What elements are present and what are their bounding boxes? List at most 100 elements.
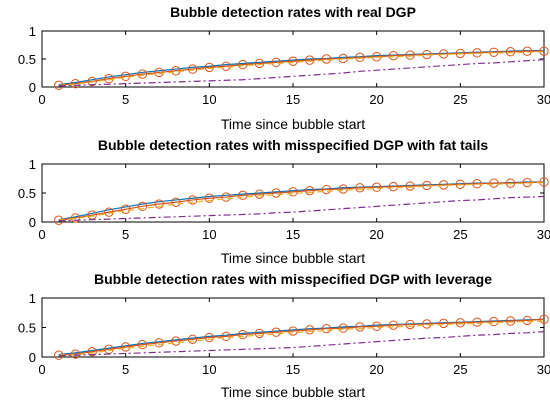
x-tick-label: 15	[286, 227, 300, 242]
data-point	[505, 47, 516, 57]
data-point	[187, 64, 198, 74]
y-tick-label: 1	[29, 157, 36, 172]
chart-title: Bubble detection rates with misspecified…	[98, 137, 488, 153]
data-point	[204, 193, 215, 203]
data-point	[405, 181, 415, 191]
data-point	[204, 62, 215, 73]
data-point	[438, 318, 449, 329]
data-point	[221, 61, 231, 71]
data-point	[539, 177, 549, 187]
data-point	[321, 54, 332, 64]
x-tick-label: 25	[453, 92, 467, 107]
x-axis-label: Time since bubble start	[221, 250, 365, 266]
data-point	[489, 178, 499, 188]
x-tick-label: 30	[537, 227, 550, 242]
x-tick-label: 5	[122, 227, 129, 242]
data-point	[120, 342, 131, 352]
y-tick-label: 0.5	[18, 186, 36, 201]
series-line-4	[58, 58, 545, 87]
data-point	[221, 192, 231, 202]
data-point	[154, 199, 164, 209]
x-tick-label: 25	[453, 362, 467, 377]
data-point	[171, 66, 181, 76]
data-point	[254, 328, 265, 339]
data-point	[171, 336, 181, 346]
data-point	[522, 46, 532, 56]
data-point	[505, 178, 516, 188]
data-point	[137, 201, 148, 212]
x-tick-label: 20	[369, 92, 383, 107]
y-tick-label: 0	[29, 80, 36, 95]
data-point	[171, 197, 181, 207]
data-point	[238, 329, 248, 340]
data-point	[388, 320, 399, 330]
series-line-3	[58, 181, 545, 221]
data-point	[271, 327, 281, 337]
data-point	[221, 331, 231, 342]
data-point	[154, 67, 164, 78]
data-point	[87, 76, 97, 87]
data-point	[489, 316, 499, 327]
chart-panel-2: Bubble detection rates with misspecified…	[18, 137, 550, 266]
x-tick-label: 30	[537, 362, 550, 377]
x-tick-label: 5	[122, 362, 129, 377]
x-tick-label: 15	[286, 92, 300, 107]
x-tick-label: 10	[202, 92, 216, 107]
data-point	[455, 318, 466, 328]
data-point	[305, 325, 315, 335]
data-point	[522, 315, 532, 326]
data-point	[187, 334, 198, 344]
data-point	[154, 338, 164, 348]
data-point	[539, 314, 549, 324]
data-point	[422, 319, 432, 329]
series-line-3	[58, 320, 545, 356]
data-point	[388, 181, 399, 192]
data-point	[254, 189, 265, 199]
data-point	[187, 195, 198, 205]
data-point	[305, 185, 315, 196]
data-point	[355, 322, 365, 332]
data-point	[472, 317, 482, 327]
data-point	[87, 346, 97, 357]
y-tick-label: 0.5	[18, 52, 36, 67]
data-point	[321, 184, 332, 195]
data-point	[405, 319, 415, 330]
data-point	[321, 323, 332, 334]
data-point	[539, 46, 549, 56]
data-point	[288, 187, 298, 197]
data-point	[271, 57, 281, 68]
data-point	[120, 204, 131, 214]
data-point	[288, 326, 298, 336]
y-tick-label: 0	[29, 350, 36, 365]
chart-panel-3: Bubble detection rates with misspecified…	[18, 271, 550, 400]
data-point	[238, 59, 248, 70]
x-tick-label: 5	[122, 92, 129, 107]
data-point	[254, 58, 265, 69]
data-point	[305, 55, 315, 65]
data-point	[388, 50, 399, 61]
data-point	[405, 50, 415, 60]
data-point	[355, 52, 365, 63]
data-point	[455, 179, 466, 190]
x-tick-label: 20	[369, 362, 383, 377]
data-point	[455, 48, 466, 59]
x-axis-label: Time since bubble start	[221, 116, 365, 132]
series-line-2	[58, 181, 545, 221]
data-point	[204, 332, 215, 343]
axes-box	[41, 30, 545, 88]
data-point	[355, 183, 365, 193]
data-point	[137, 69, 148, 79]
y-tick-label: 0.5	[18, 321, 36, 336]
data-point	[288, 56, 298, 66]
x-tick-label: 20	[369, 227, 383, 242]
data-point	[238, 190, 248, 201]
chart-title: Bubble detection rates with misspecified…	[94, 271, 492, 287]
x-tick-label: 10	[202, 362, 216, 377]
x-axis-label: Time since bubble start	[221, 384, 365, 400]
data-point	[371, 182, 382, 192]
y-tick-label: 1	[29, 291, 36, 306]
x-tick-label: 10	[202, 227, 216, 242]
series-line-4	[58, 195, 545, 222]
chart-panel-1: Bubble detection rates with real DGP Time…	[18, 4, 550, 132]
